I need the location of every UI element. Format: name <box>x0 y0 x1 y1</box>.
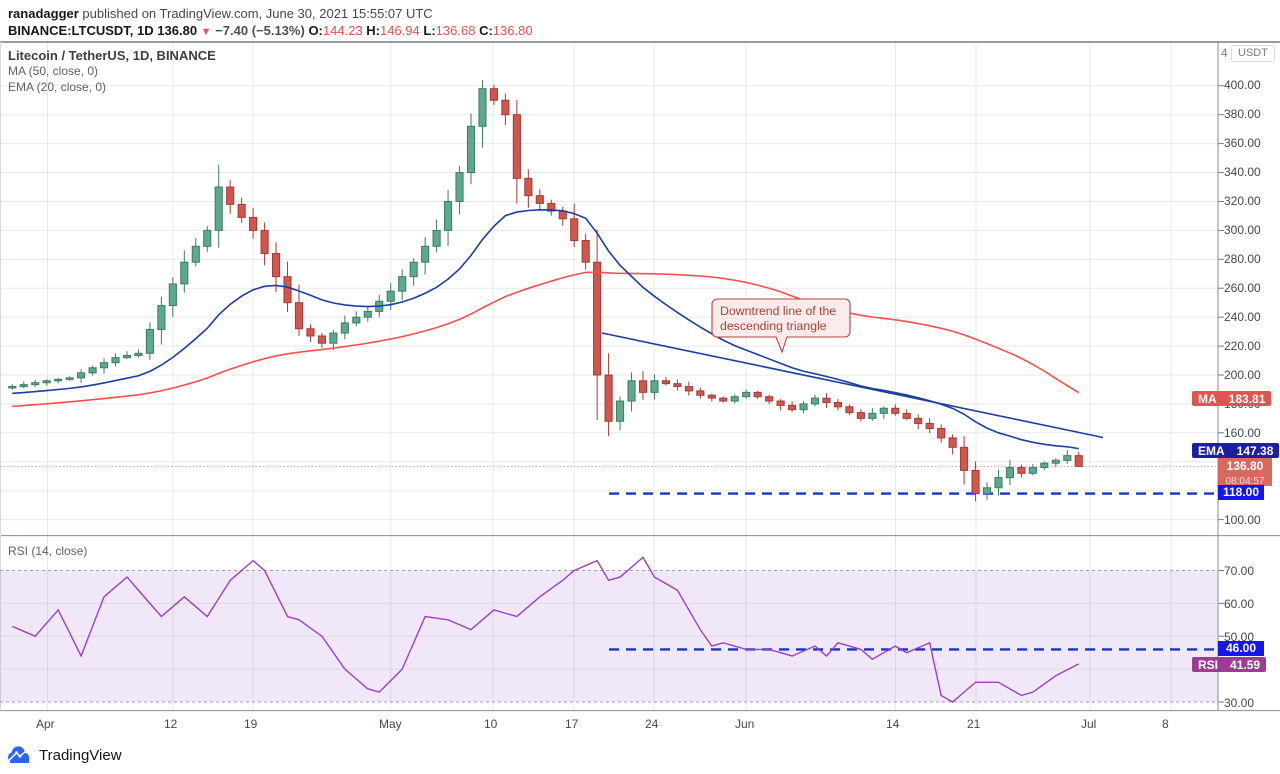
svg-text:Downtrend line of the: Downtrend line of the <box>720 304 836 318</box>
svg-text:descending triangle: descending triangle <box>720 319 827 333</box>
